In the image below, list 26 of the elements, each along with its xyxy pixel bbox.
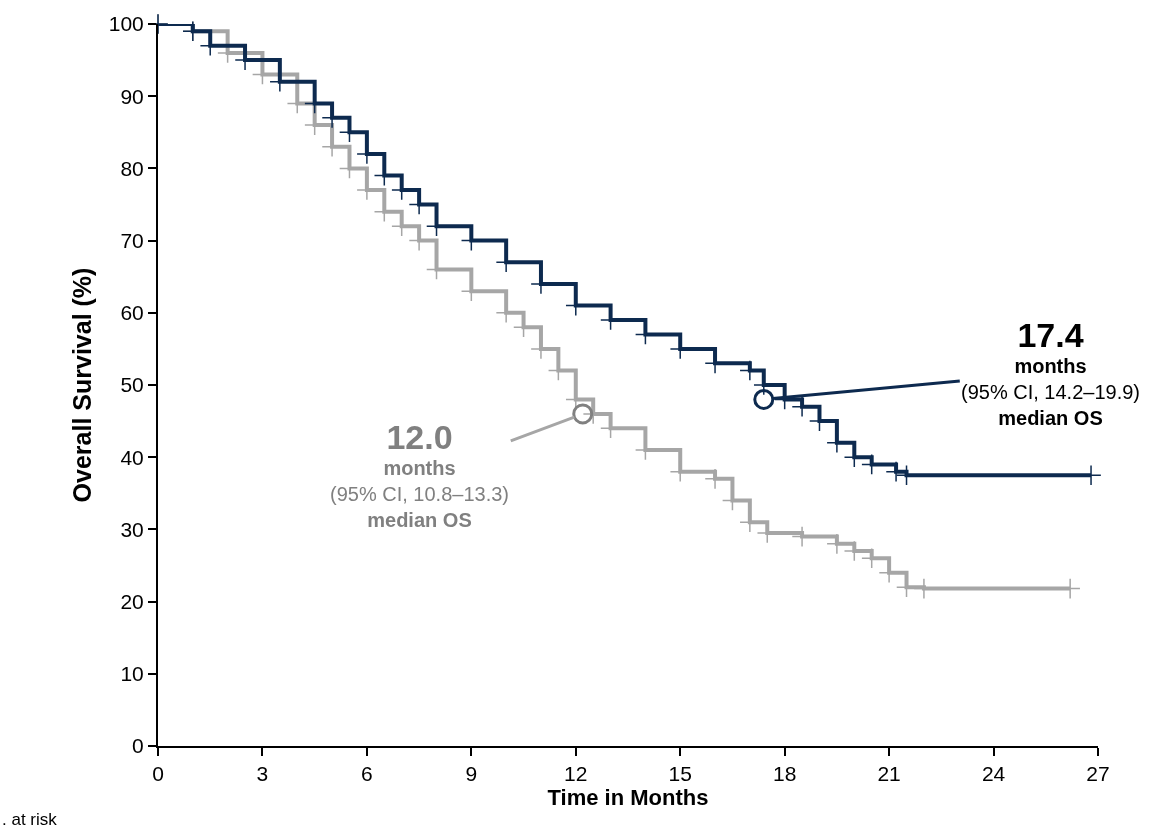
x-axis-title: Time in Months [547, 785, 709, 811]
y-tick-label: 70 [120, 228, 144, 252]
y-tick-label: 40 [120, 445, 144, 469]
y-tick-label: 50 [120, 373, 144, 397]
x-tick-label: 18 [772, 762, 797, 786]
x-tick-label: 27 [1086, 762, 1110, 786]
x-tick-label: 12 [564, 762, 588, 786]
y-tick-label: 60 [120, 301, 144, 325]
y-tick-label: 90 [120, 84, 144, 108]
y-tick-label: 80 [120, 156, 144, 180]
x-tick-label: 0 [152, 762, 164, 786]
x-tick-label: 24 [981, 762, 1006, 786]
x-tick-label: 3 [256, 762, 269, 786]
x-tick-label: 6 [361, 762, 373, 786]
annotation: 12.0 months (95% CI, 10.8–13.3) median OS [330, 418, 509, 531]
y-axis-title: Overall Survival (%) [68, 267, 96, 503]
y-tick-label: 20 [120, 589, 144, 613]
y-tick-label: 0 [132, 734, 144, 758]
x-tick-label: 9 [465, 762, 478, 786]
x-tick-label: 15 [668, 762, 692, 786]
y-tick-label: 30 [120, 517, 144, 541]
text: . at risk [2, 810, 58, 829]
y-tick-label: 100 [108, 12, 144, 36]
y-tick-label: 10 [120, 662, 144, 686]
x-tick-label: 21 [877, 762, 901, 786]
annotation: 17.4 months (95% CI, 14.2–19.9) median OS [961, 316, 1140, 429]
